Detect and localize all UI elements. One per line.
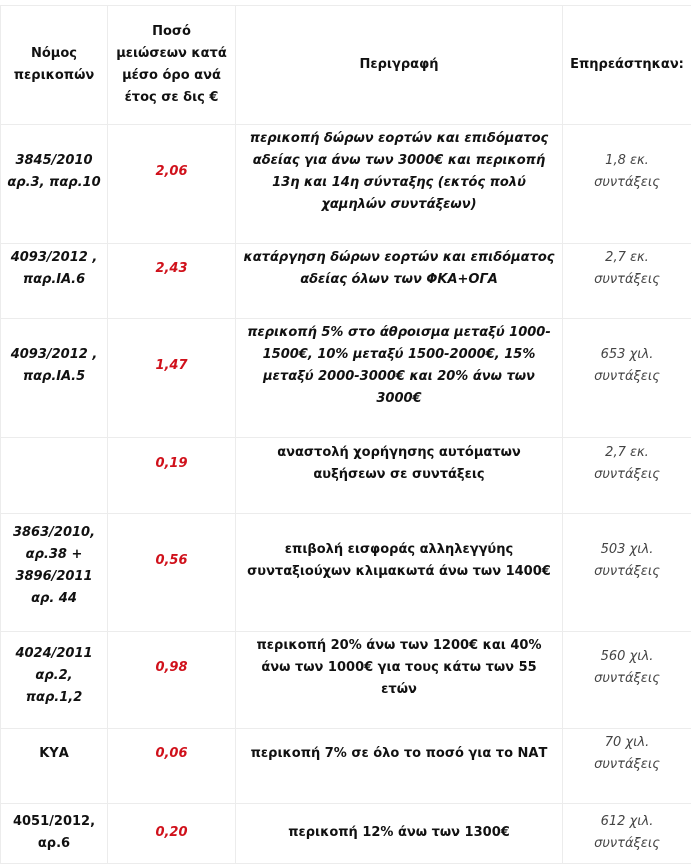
amount-cell: 0,20	[108, 804, 236, 864]
amount-cell: 0,98	[108, 632, 236, 729]
law-cell: 4093/2012 , παρ.ΙΑ.5	[1, 319, 108, 438]
header-law: Νόμος περικοπών	[1, 6, 108, 125]
amount-cell: 2,06	[108, 125, 236, 244]
table-row: 3863/2010, αρ.38 + 3896/2011 αρ. 44 0,56…	[1, 514, 691, 632]
law-cell: ΚΥΑ	[1, 729, 108, 804]
affected-cell: 70 χιλ. συντάξεις	[563, 729, 691, 804]
description-cell: περικοπή 12% άνω των 1300€	[236, 804, 563, 864]
law-cell: 4024/2011 αρ.2, παρ.1,2	[1, 632, 108, 729]
amount-cell: 2,43	[108, 244, 236, 319]
law-cell: 4093/2012 , παρ.ΙΑ.6	[1, 244, 108, 319]
description-cell: περικοπή 20% άνω των 1200€ και 40% άνω τ…	[236, 632, 563, 729]
description-cell: περικοπή 5% στο άθροισμα μεταξύ 1000-150…	[236, 319, 563, 438]
table-row: 0,19 αναστολή χορήγησης αυτόματων αυξήσε…	[1, 438, 691, 514]
description-cell: περικοπή δώρων εορτών και επιδόματος αδε…	[236, 125, 563, 244]
amount-cell: 1,47	[108, 319, 236, 438]
pension-cuts-table: Νόμος περικοπών Ποσό μειώσεων κατά μέσο …	[0, 5, 691, 864]
description-cell: κατάργηση δώρων εορτών και επιδόματος αδ…	[236, 244, 563, 319]
description-cell: αναστολή χορήγησης αυτόματων αυξήσεων σε…	[236, 438, 563, 514]
affected-cell: 2,7 εκ. συντάξεις	[563, 438, 691, 514]
affected-cell: 2,7 εκ. συντάξεις	[563, 244, 691, 319]
table-row: 3845/2010 αρ.3, παρ.10 2,06 περικοπή δώρ…	[1, 125, 691, 244]
affected-cell: 560 χιλ. συντάξεις	[563, 632, 691, 729]
header-affected: Επηρεάστηκαν:	[563, 6, 691, 125]
law-cell: 3863/2010, αρ.38 + 3896/2011 αρ. 44	[1, 514, 108, 632]
table-row: 4093/2012 , παρ.ΙΑ.6 2,43 κατάργηση δώρω…	[1, 244, 691, 319]
amount-cell: 0,19	[108, 438, 236, 514]
affected-cell: 653 χιλ. συντάξεις	[563, 319, 691, 438]
header-description: Περιγραφή	[236, 6, 563, 125]
law-cell	[1, 438, 108, 514]
law-cell: 3845/2010 αρ.3, παρ.10	[1, 125, 108, 244]
amount-cell: 0,06	[108, 729, 236, 804]
description-cell: επιβολή εισφοράς αλληλεγγύης συνταξιούχω…	[236, 514, 563, 632]
header-amount: Ποσό μειώσεων κατά μέσο όρο ανά έτος σε …	[108, 6, 236, 125]
table-row: 4024/2011 αρ.2, παρ.1,2 0,98 περικοπή 20…	[1, 632, 691, 729]
table-row: 4051/2012, αρ.6 0,20 περικοπή 12% άνω τω…	[1, 804, 691, 864]
header-row: Νόμος περικοπών Ποσό μειώσεων κατά μέσο …	[1, 6, 691, 125]
affected-cell: 1,8 εκ. συντάξεις	[563, 125, 691, 244]
table-row: 4093/2012 , παρ.ΙΑ.5 1,47 περικοπή 5% στ…	[1, 319, 691, 438]
table-row: ΚΥΑ 0,06 περικοπή 7% σε όλο το ποσό για …	[1, 729, 691, 804]
description-cell: περικοπή 7% σε όλο το ποσό για το ΝΑΤ	[236, 729, 563, 804]
affected-cell: 503 χιλ. συντάξεις	[563, 514, 691, 632]
amount-cell: 0,56	[108, 514, 236, 632]
affected-cell: 612 χιλ. συντάξεις	[563, 804, 691, 864]
law-cell: 4051/2012, αρ.6	[1, 804, 108, 864]
